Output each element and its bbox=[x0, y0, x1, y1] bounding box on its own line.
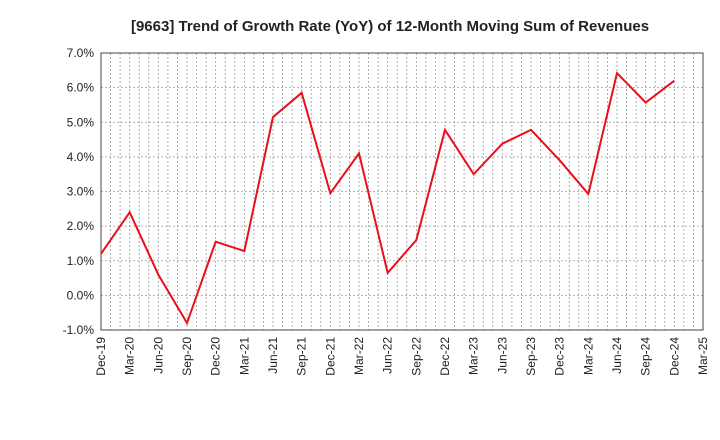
x-tick-label: Dec-19 bbox=[94, 337, 108, 376]
x-tick-label: Jun-22 bbox=[381, 337, 395, 374]
y-tick-label: 6.0% bbox=[67, 81, 95, 95]
x-tick-label: Dec-21 bbox=[323, 337, 337, 376]
y-tick-label: 4.0% bbox=[67, 150, 95, 164]
x-tick-label: Sep-20 bbox=[180, 337, 194, 376]
y-tick-label: 0.0% bbox=[67, 288, 95, 302]
series-line bbox=[100, 71, 675, 326]
x-tick-label: Mar-20 bbox=[123, 337, 137, 375]
x-tick-label: Jun-21 bbox=[266, 337, 280, 374]
x-tick-label: Sep-23 bbox=[524, 337, 538, 376]
x-tick-label: Sep-22 bbox=[409, 337, 423, 376]
x-tick-label: Mar-22 bbox=[352, 337, 366, 375]
x-tick-label: Jun-20 bbox=[151, 337, 165, 374]
x-tick-label: Dec-23 bbox=[553, 337, 567, 376]
x-tick-label: Jun-24 bbox=[610, 337, 624, 374]
y-tick-label: 2.0% bbox=[67, 219, 95, 233]
y-axis: -1.0% 0.0% 1.0% 2.0% 3.0% 4.0% 5.0% 6.0% 7.0% bbox=[63, 46, 95, 337]
y-tick-label: 7.0% bbox=[67, 46, 95, 60]
y-tick-label: 3.0% bbox=[67, 185, 95, 199]
x-tick-label: Mar-24 bbox=[581, 337, 595, 375]
series-layer bbox=[100, 71, 675, 326]
x-tick-label: Sep-21 bbox=[295, 337, 309, 376]
x-tick-label: Mar-21 bbox=[237, 337, 251, 375]
x-tick-label: Mar-23 bbox=[467, 337, 481, 375]
x-tick-label: Dec-20 bbox=[209, 337, 223, 376]
y-tick-label: 5.0% bbox=[67, 115, 95, 129]
plot-area bbox=[100, 52, 704, 331]
grid bbox=[101, 53, 703, 330]
y-tick-label: 1.0% bbox=[67, 254, 95, 268]
x-tick-label: Sep-24 bbox=[639, 337, 653, 376]
x-tick-label: Jun-23 bbox=[495, 337, 509, 374]
x-tick-label: Dec-24 bbox=[667, 337, 681, 376]
chart-title: [9663] Trend of Growth Rate (YoY) of 12-… bbox=[131, 18, 649, 35]
x-tick-label: Dec-22 bbox=[438, 337, 452, 376]
x-tick-label: Mar-25 bbox=[696, 337, 710, 375]
y-tick-label: -1.0% bbox=[63, 323, 95, 337]
x-axis: Dec-19 Mar-20 Jun-20 Sep-20 Dec-20 Mar-21 Jun-… bbox=[94, 337, 710, 376]
